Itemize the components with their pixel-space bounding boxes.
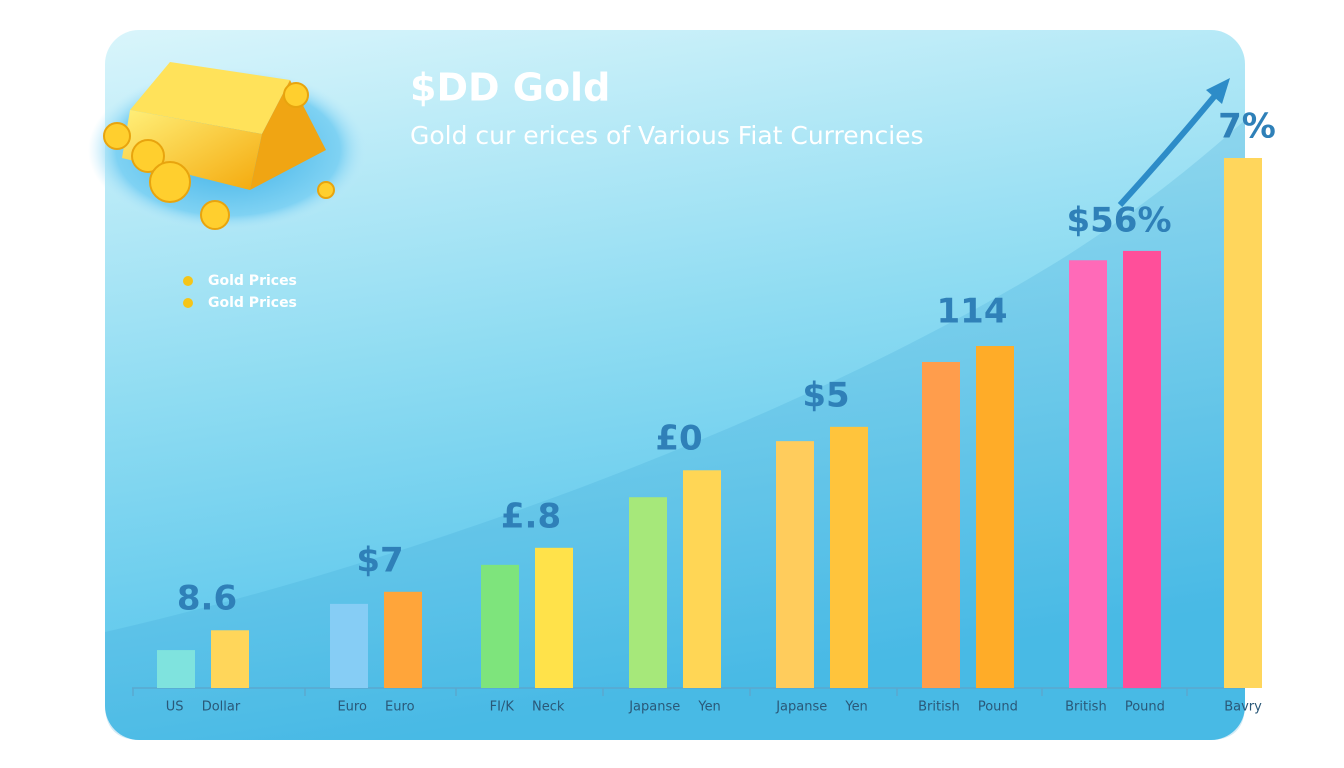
bar (1069, 260, 1107, 688)
bar-front (122, 110, 262, 190)
bar-side (250, 80, 326, 190)
bar (683, 470, 721, 688)
gold-illustration (88, 62, 368, 232)
legend-dot (183, 276, 193, 286)
chart-subtitle: Gold cur erices of Various Fiat Currenci… (410, 121, 924, 150)
bar (535, 547, 573, 688)
x-tick-label: Bavry (1224, 700, 1262, 715)
bar (1123, 250, 1161, 689)
x-tick-label: British Pound (918, 700, 1018, 715)
bar (922, 361, 960, 688)
annotation: 7% (1218, 107, 1276, 147)
x-tick-label: Japanse Yen (775, 700, 868, 715)
bar (976, 346, 1014, 688)
coin (200, 200, 230, 230)
x-tick-label: FI/K Neck (490, 700, 565, 715)
x-tick-label: Japanse Yen (628, 700, 721, 715)
bar (481, 564, 519, 688)
bar (211, 630, 249, 688)
bar (629, 497, 667, 688)
legend-dot (183, 298, 193, 308)
coin (149, 161, 191, 203)
coin (317, 181, 335, 199)
x-tick-label: US Dollar (166, 700, 241, 715)
annotation: $56% (1066, 201, 1171, 241)
bar (330, 603, 368, 688)
bar (776, 441, 814, 688)
bar-top (130, 62, 290, 134)
coin (131, 139, 165, 173)
annotation: £.8 (501, 497, 561, 537)
arrow-head (1206, 78, 1230, 104)
annotation: 8.6 (177, 579, 237, 619)
bar (384, 591, 422, 688)
bar (1224, 158, 1262, 688)
bar (830, 426, 868, 688)
bar (157, 650, 195, 688)
trend-arrow (1117, 90, 1221, 208)
legend-label: Gold Prices (208, 273, 297, 289)
coin (283, 82, 309, 108)
x-tick-label: Euro Euro (337, 700, 414, 715)
legend-label: Gold Prices (208, 295, 297, 311)
chart-title: $DD Gold (410, 66, 610, 110)
x-tick-label: British Pound (1065, 700, 1165, 715)
annotation: 114 (937, 292, 1008, 332)
coin (103, 122, 131, 150)
annotation: £0 (655, 419, 702, 459)
annotation: $7 (356, 541, 403, 581)
annotation: $5 (802, 376, 849, 416)
